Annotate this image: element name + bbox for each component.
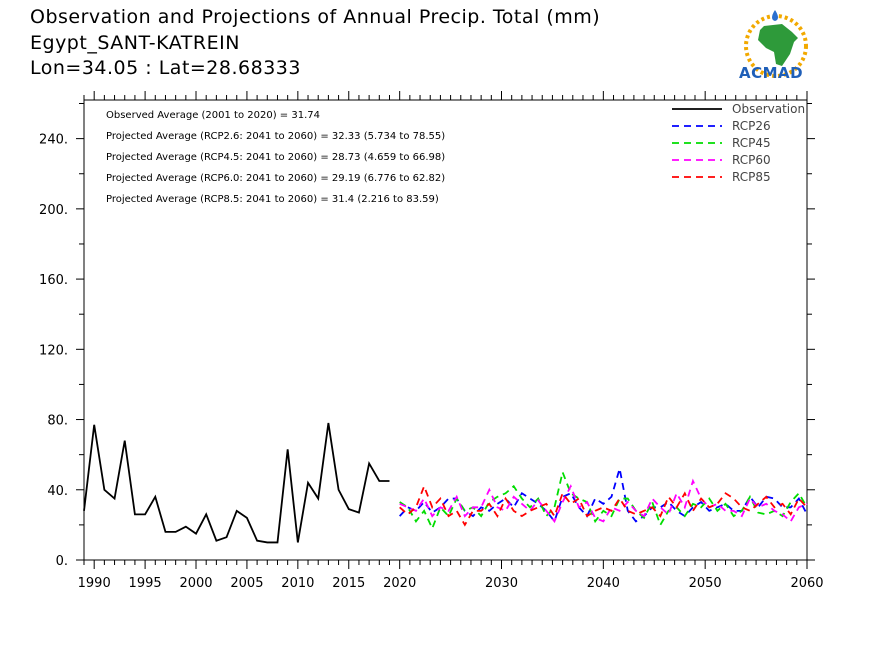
x-tick-label: 2060 bbox=[790, 576, 823, 591]
y-tick-label: 240. bbox=[39, 133, 68, 148]
x-tick-label: 2000 bbox=[179, 576, 212, 591]
series-observation bbox=[83, 422, 390, 544]
logo-text: ACMAD bbox=[739, 64, 804, 82]
x-tick-label: 2015 bbox=[332, 576, 365, 591]
series-rcp45 bbox=[399, 469, 808, 531]
x-tick-label: 1990 bbox=[78, 576, 111, 591]
legend-label: RCP45 bbox=[732, 136, 771, 150]
y-tick-label: 0. bbox=[56, 554, 68, 569]
legend-label: RCP60 bbox=[732, 153, 771, 167]
legend-label: RCP85 bbox=[732, 170, 771, 184]
annotation-text: Observed Average (2001 to 2020) = 31.74 bbox=[106, 110, 320, 121]
y-tick-label: 40. bbox=[47, 484, 68, 499]
x-tick-label: 2010 bbox=[281, 576, 314, 591]
annotations: Observed Average (2001 to 2020) = 31.74 P… bbox=[106, 110, 445, 205]
x-tick-label: 2020 bbox=[383, 576, 416, 591]
chart-title: Observation and Projections of Annual Pr… bbox=[30, 6, 601, 28]
series-rcp85 bbox=[399, 483, 808, 527]
ticks: 0. 40. 80. 120. 160. 200. 240. 1990 1995 2000 2005… bbox=[39, 91, 824, 591]
annotation-text: Projected Average (RCP6.0: 2041 to 2060)… bbox=[106, 173, 445, 184]
africa-map-logo-icon bbox=[744, 10, 808, 78]
x-tick-label: 2050 bbox=[689, 576, 722, 591]
axes bbox=[83, 99, 808, 561]
series-rcp26 bbox=[399, 468, 808, 524]
legend-label: Observation bbox=[732, 102, 805, 116]
y-tick-label: 120. bbox=[39, 343, 68, 358]
plot-frame bbox=[83, 99, 808, 561]
y-tick-label: 80. bbox=[47, 414, 68, 429]
x-tick-label: 1995 bbox=[129, 576, 162, 591]
legend: Observation RCP26 RCP45 RCP60 RCP85 bbox=[672, 102, 805, 184]
x-tick-label: 2030 bbox=[485, 576, 518, 591]
series-layer bbox=[83, 422, 808, 544]
station-coordinates: Lon=34.05 : Lat=28.68333 bbox=[30, 57, 301, 79]
annotation-text: Projected Average (RCP2.6: 2041 to 2060)… bbox=[106, 131, 445, 142]
x-tick-label: 2040 bbox=[587, 576, 620, 591]
series-rcp60 bbox=[399, 478, 808, 524]
legend-label: RCP26 bbox=[732, 119, 771, 133]
station-name: Egypt_SANT-KATREIN bbox=[30, 32, 240, 54]
annotation-text: Projected Average (RCP4.5: 2041 to 2060)… bbox=[106, 152, 445, 163]
y-tick-label: 200. bbox=[39, 203, 68, 218]
x-tick-label: 2005 bbox=[230, 576, 263, 591]
y-tick-label: 160. bbox=[39, 273, 68, 288]
annotation-text: Projected Average (RCP8.5: 2041 to 2060)… bbox=[106, 194, 439, 205]
